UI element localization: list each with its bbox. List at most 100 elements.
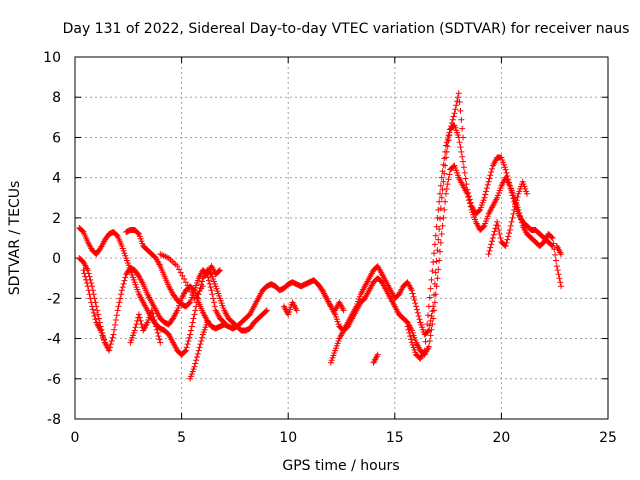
data-point — [293, 307, 300, 314]
data-point — [458, 148, 465, 155]
data-point — [465, 197, 472, 204]
data-point — [410, 293, 417, 300]
data-point — [513, 197, 520, 204]
data-point — [437, 239, 444, 246]
data-point — [136, 314, 143, 321]
data-point — [92, 316, 99, 323]
data-point — [84, 283, 91, 290]
data-point — [444, 181, 451, 188]
data-point — [454, 94, 461, 101]
data-point — [481, 194, 488, 201]
series-trace-i — [485, 178, 565, 258]
data-point — [497, 235, 504, 241]
data-point — [90, 309, 97, 316]
data-point — [80, 267, 87, 274]
y-tick-label: 2 — [52, 211, 61, 227]
data-point — [435, 236, 442, 243]
data-point — [184, 282, 191, 289]
data-point — [89, 306, 96, 313]
data-point — [186, 300, 193, 307]
y-tick-label: 8 — [52, 90, 61, 106]
data-point — [459, 153, 466, 160]
data-point — [446, 171, 453, 178]
data-point — [408, 336, 415, 343]
data-point — [441, 206, 448, 213]
data-point — [433, 223, 440, 230]
data-point — [427, 285, 434, 292]
data-point — [211, 303, 218, 310]
x-tick-label: 15 — [386, 430, 404, 446]
data-point — [119, 284, 126, 291]
data-points — [76, 90, 565, 382]
data-point — [179, 272, 186, 279]
data-point — [518, 216, 525, 223]
data-point — [150, 313, 157, 320]
data-point — [426, 337, 433, 344]
data-point — [374, 351, 381, 358]
data-point — [483, 185, 490, 192]
data-point — [190, 315, 197, 322]
data-point — [148, 307, 155, 314]
data-point — [433, 258, 440, 265]
chart-title: Day 131 of 2022, Sidereal Day-to-day VTE… — [63, 21, 630, 37]
data-point — [494, 218, 501, 225]
data-point — [456, 99, 463, 106]
data-point — [184, 341, 191, 348]
x-ticks: 0 5 10 15 20 25 — [71, 57, 617, 446]
data-point — [263, 308, 270, 315]
data-point — [461, 169, 468, 176]
data-point — [216, 267, 223, 274]
data-point — [438, 194, 445, 201]
data-point — [511, 206, 518, 213]
data-point — [488, 169, 495, 176]
data-point — [154, 329, 161, 336]
data-point — [454, 98, 461, 105]
data-point — [494, 222, 501, 229]
data-point — [549, 235, 556, 241]
data-point — [457, 107, 464, 114]
data-point — [115, 303, 122, 310]
data-point — [460, 164, 467, 171]
data-point — [405, 326, 412, 333]
data-point — [424, 321, 431, 328]
data-point — [491, 228, 498, 235]
data-point — [192, 360, 199, 367]
data-point — [443, 185, 450, 192]
data-point — [120, 280, 127, 287]
data-point — [425, 303, 432, 310]
data-point — [83, 280, 90, 287]
data-point — [457, 144, 464, 151]
data-point — [552, 257, 559, 264]
data-point — [430, 259, 437, 266]
data-point — [176, 266, 183, 273]
data-point — [504, 236, 511, 243]
data-point — [204, 319, 211, 326]
data-point — [199, 278, 206, 285]
y-tick-label: -2 — [47, 291, 61, 307]
data-point — [487, 172, 494, 179]
data-point — [485, 251, 492, 258]
data-point — [421, 347, 428, 354]
data-point — [512, 203, 519, 210]
data-point — [132, 324, 139, 331]
data-point — [435, 266, 442, 273]
data-point — [87, 295, 94, 302]
x-tick-label: 0 — [71, 430, 80, 446]
data-point — [156, 336, 163, 343]
data-point — [502, 243, 509, 250]
data-point — [434, 214, 441, 221]
data-point — [550, 240, 557, 247]
data-point — [186, 285, 193, 292]
data-point — [117, 295, 124, 302]
data-point — [122, 274, 129, 281]
data-point — [91, 313, 98, 320]
data-point — [182, 347, 189, 354]
data-point — [411, 296, 418, 303]
data-point — [416, 316, 423, 323]
data-point — [118, 287, 125, 294]
data-point — [439, 186, 446, 193]
data-point — [486, 247, 493, 254]
data-point — [442, 198, 449, 205]
data-point — [110, 331, 117, 338]
data-point — [112, 317, 119, 324]
